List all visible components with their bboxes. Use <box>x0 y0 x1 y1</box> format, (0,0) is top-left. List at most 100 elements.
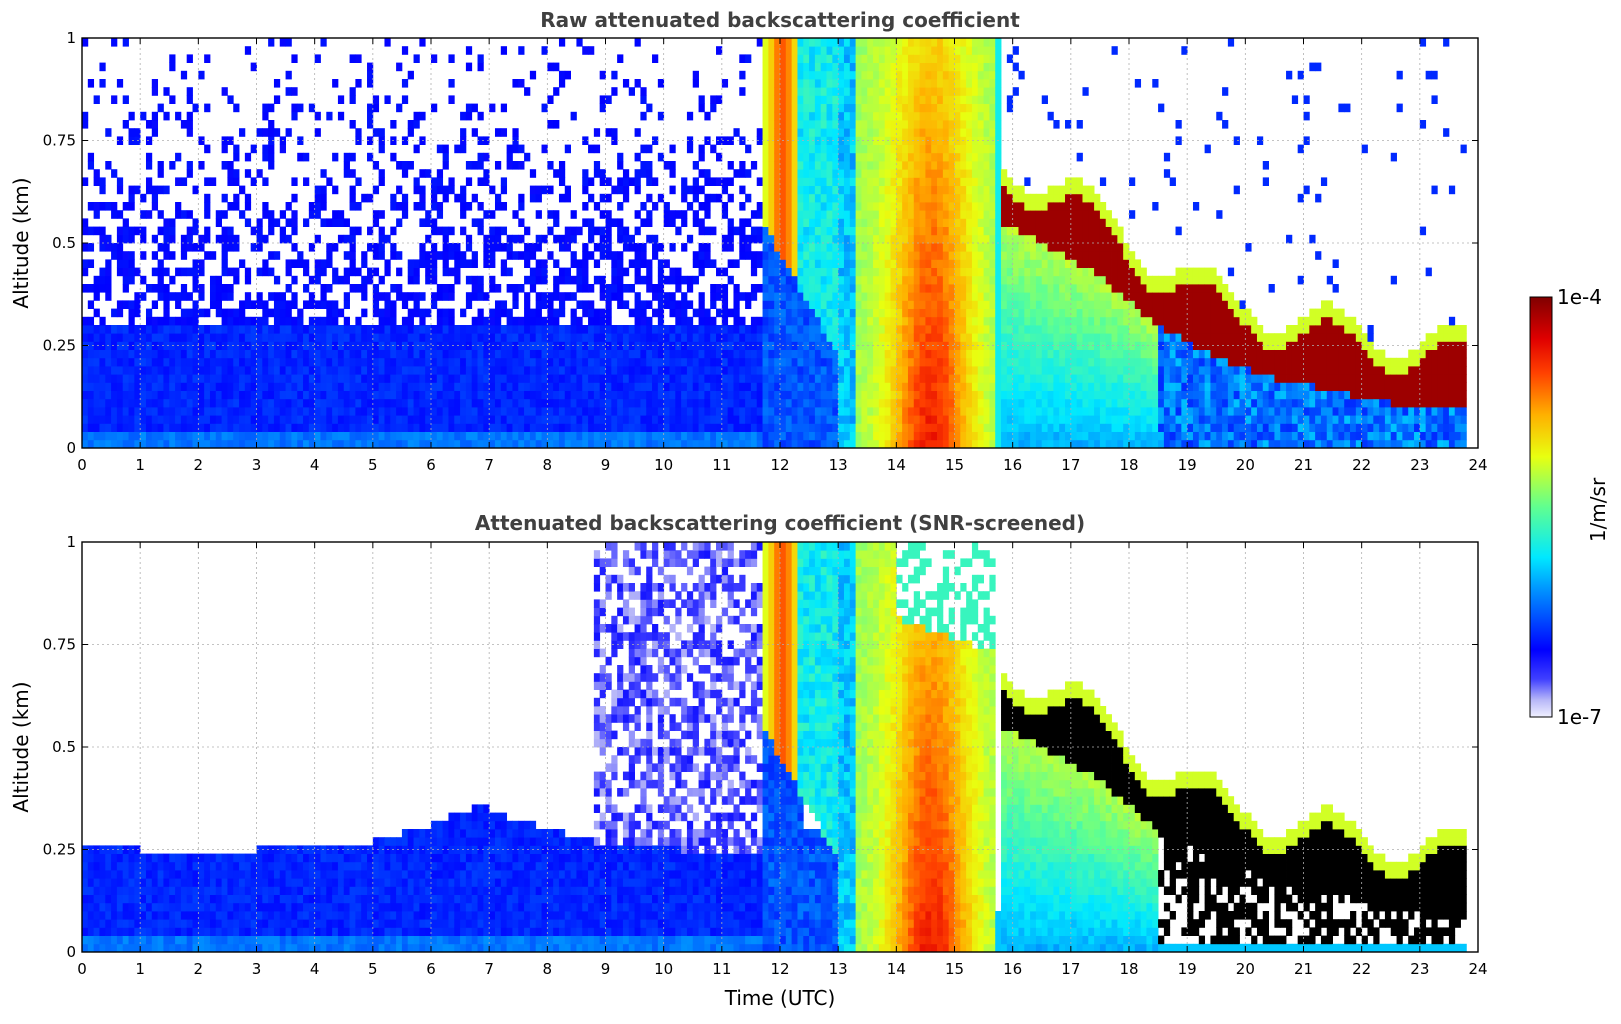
heatmap-cell <box>442 431 449 441</box>
heatmap-cell <box>448 226 455 236</box>
heatmap-cell <box>977 366 984 375</box>
heatmap-cell <box>780 284 787 293</box>
heatmap-cell <box>832 111 839 121</box>
heatmap-cell <box>692 79 699 88</box>
heatmap-cell <box>273 325 281 334</box>
heatmap-cell <box>657 366 665 375</box>
heatmap-cell <box>907 333 915 342</box>
heatmap-cell <box>401 292 409 301</box>
heatmap-cell <box>436 169 444 178</box>
heatmap-cell <box>349 202 356 211</box>
heatmap-cell <box>785 120 793 129</box>
heatmap-cell <box>134 267 141 277</box>
heatmap-cell <box>239 333 246 342</box>
heatmap-cell <box>902 226 909 236</box>
heatmap-cell <box>483 333 490 342</box>
heatmap-cell <box>704 226 711 236</box>
heatmap-cell <box>605 357 612 367</box>
heatmap-cell <box>524 243 531 252</box>
heatmap-cell <box>663 382 670 391</box>
heatmap-cell <box>849 234 857 244</box>
heatmap-cell <box>506 144 513 154</box>
heatmap-cell <box>489 333 496 342</box>
heatmap-cell <box>506 333 513 342</box>
heatmap-cell <box>169 349 176 359</box>
heatmap-cell <box>698 407 705 416</box>
heatmap-cell <box>954 87 961 96</box>
heatmap-cell <box>861 169 868 178</box>
heatmap-cell <box>890 243 897 252</box>
heatmap-cell <box>460 382 467 391</box>
heatmap-cell <box>145 284 153 293</box>
heatmap-cell <box>739 87 746 96</box>
heatmap-cell <box>477 54 484 63</box>
heatmap-cell <box>285 234 292 244</box>
heatmap-cell <box>233 243 240 252</box>
heatmap-cell <box>733 333 740 342</box>
heatmap-cell <box>942 390 950 400</box>
heatmap-cell <box>907 423 915 432</box>
heatmap-cell <box>686 349 694 359</box>
heatmap-cell <box>367 111 374 121</box>
heatmap-cell <box>151 374 159 383</box>
heatmap-cell <box>460 251 467 260</box>
heatmap-cell <box>756 341 763 350</box>
heatmap-cell <box>966 54 973 63</box>
heatmap-cell <box>902 46 909 55</box>
heatmap-cell <box>599 439 606 449</box>
heatmap-cell <box>931 70 938 80</box>
heatmap-cell <box>960 267 967 277</box>
heatmap-cell <box>652 390 659 400</box>
heatmap-cell <box>942 357 950 367</box>
heatmap-cell <box>425 349 432 359</box>
heatmap-cell <box>332 382 339 391</box>
heatmap-cell <box>99 284 106 293</box>
heatmap-cell <box>169 333 176 342</box>
heatmap-cell <box>279 308 286 318</box>
heatmap-cell <box>564 423 571 432</box>
heatmap-cell <box>686 136 694 145</box>
heatmap-cell <box>681 398 688 408</box>
heatmap-cell <box>157 210 164 219</box>
heatmap-cell <box>221 431 228 441</box>
heatmap-cell <box>524 407 531 416</box>
heatmap-cell <box>122 275 129 285</box>
heatmap-cell <box>593 390 601 400</box>
heatmap-cell <box>588 234 595 244</box>
heatmap-cell <box>82 431 89 441</box>
heatmap-cell <box>163 111 170 121</box>
heatmap-cell <box>372 341 380 350</box>
heatmap-cell <box>140 374 147 383</box>
heatmap-cell <box>907 325 915 334</box>
heatmap-cell <box>652 202 659 211</box>
heatmap-cell <box>902 259 909 268</box>
heatmap-cell <box>884 259 891 268</box>
heatmap-cell <box>704 243 711 252</box>
heatmap-cell <box>442 243 449 252</box>
heatmap-cell <box>774 218 781 227</box>
heatmap-cell <box>425 333 432 342</box>
heatmap-cell <box>628 177 635 186</box>
heatmap-cell <box>617 333 624 342</box>
heatmap-cell <box>878 169 886 178</box>
heatmap-cell <box>564 349 571 359</box>
heatmap-cell <box>436 316 444 326</box>
heatmap-cell <box>570 251 577 260</box>
heatmap-cell <box>960 169 967 178</box>
heatmap-cell <box>378 341 385 350</box>
heatmap-cell <box>925 300 932 309</box>
heatmap-cell <box>82 382 89 391</box>
heatmap-cell <box>541 259 548 268</box>
heatmap-cell <box>128 128 135 137</box>
heatmap-cell <box>686 415 694 424</box>
heatmap-cell <box>785 398 793 408</box>
heatmap-cell <box>832 366 839 375</box>
heatmap-cell <box>849 398 857 408</box>
heatmap-cell <box>774 366 781 375</box>
heatmap-cell <box>576 439 583 449</box>
heatmap-cell <box>244 349 252 359</box>
heatmap-cell <box>762 111 769 121</box>
heatmap-cell <box>227 398 234 408</box>
heatmap-cell <box>809 243 816 252</box>
heatmap-cell <box>942 267 950 277</box>
